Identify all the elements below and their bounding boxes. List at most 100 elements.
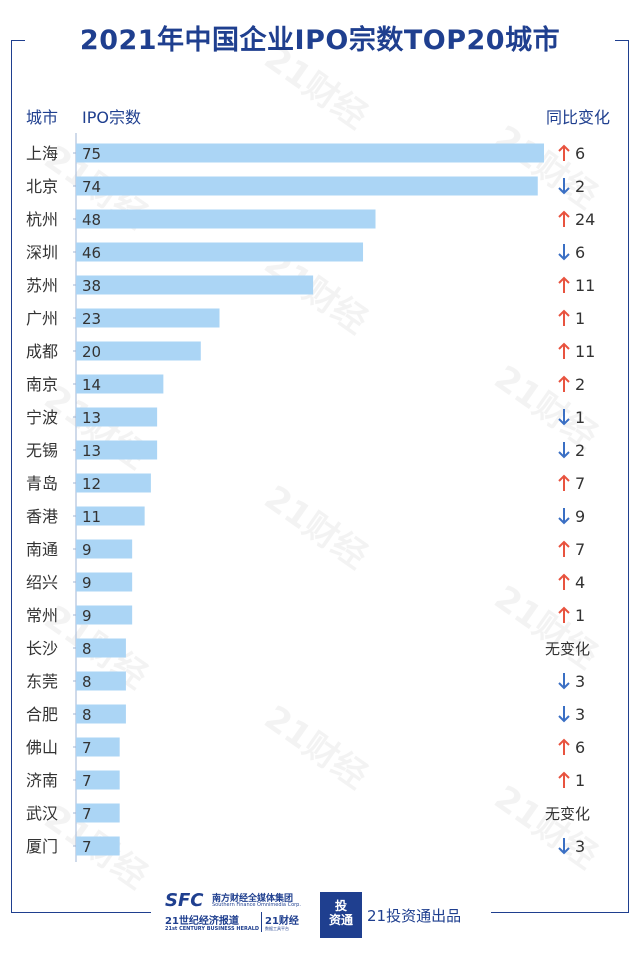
city-label: 南通 (26, 540, 58, 559)
frame-corner-right (615, 40, 629, 41)
bar-value-label: 7 (82, 772, 92, 790)
city-label: 常州 (26, 606, 58, 625)
change-value-label: 6 (575, 738, 585, 757)
bar-value-label: 23 (82, 310, 101, 328)
city-label: 上海 (26, 144, 58, 163)
city-label: 宁波 (26, 408, 58, 427)
change-value-label: 2 (575, 441, 585, 460)
city-label: 深圳 (26, 243, 58, 262)
sfc-logo: SFC 南方财经全媒体集团 Southern Finance Omnimedia… (165, 890, 317, 938)
bar-value-label: 9 (82, 607, 92, 625)
bar (76, 605, 133, 625)
city-column-header: 城市 (26, 108, 59, 127)
bar-value-label: 11 (82, 508, 101, 526)
city-label: 苏州 (26, 276, 58, 295)
change-value-label: 3 (575, 837, 585, 856)
up-arrow-icon (558, 540, 570, 557)
change-label: 无变化 (545, 805, 590, 823)
bar-value-label: 8 (82, 673, 92, 691)
bar-value-label: 7 (82, 805, 92, 823)
up-arrow-icon (558, 738, 570, 755)
bar (76, 671, 126, 691)
change-column-header: 同比变化 (546, 108, 611, 127)
bar (76, 836, 120, 856)
city-label: 绍兴 (26, 573, 58, 592)
bar (76, 275, 314, 295)
change-value-label: 1 (575, 309, 585, 328)
down-arrow-icon (558, 673, 570, 690)
city-label: 香港 (26, 507, 58, 526)
bar (76, 209, 376, 229)
change-value-label: 1 (575, 606, 585, 625)
bar-value-label: 38 (82, 277, 101, 295)
change-value-label: 2 (575, 375, 585, 394)
bar-value-label: 74 (82, 178, 101, 196)
bar-value-label: 20 (82, 343, 101, 361)
herald-logo-en: 21st CENTURY BUSINESS HERALD (165, 926, 260, 932)
change-value-label: 24 (575, 210, 595, 229)
bar (76, 473, 151, 493)
up-arrow-icon (558, 309, 570, 326)
up-arrow-icon (558, 210, 570, 227)
city-label: 合肥 (26, 705, 58, 724)
bar (76, 407, 158, 427)
sfc-logo-en: Southern Finance Omnimedia Corp. (212, 902, 301, 908)
down-arrow-icon (558, 244, 570, 261)
bar (76, 341, 201, 361)
change-value-label: 1 (575, 408, 585, 427)
change-value-label: 9 (575, 507, 585, 526)
up-arrow-icon (558, 375, 570, 392)
change-value-label: 3 (575, 672, 585, 691)
city-label: 佛山 (26, 738, 58, 757)
up-arrow-icon (558, 144, 570, 161)
change-value-label: 6 (575, 243, 585, 262)
bar (76, 737, 120, 757)
bar (76, 374, 164, 394)
ipo-column-header: IPO宗数 (82, 108, 141, 127)
city-label: 长沙 (26, 639, 58, 658)
up-arrow-icon (558, 276, 570, 293)
down-arrow-icon (558, 409, 570, 426)
down-arrow-icon (558, 178, 570, 195)
bar-value-label: 75 (82, 145, 101, 163)
city-label: 杭州 (26, 210, 58, 229)
change-value-label: 4 (575, 573, 585, 592)
bar-value-label: 13 (82, 409, 101, 427)
down-arrow-icon (558, 508, 570, 525)
bar (76, 440, 158, 460)
frame-corner-left (11, 40, 25, 41)
city-label: 广州 (26, 309, 58, 328)
cj21-logo: 21财经 (265, 916, 299, 927)
change-value-label: 6 (575, 144, 585, 163)
bar-value-label: 14 (82, 376, 101, 394)
change-value-label: 11 (575, 276, 595, 295)
city-label: 武汉 (26, 804, 58, 823)
badge-text-bottom: 资通 (328, 913, 353, 927)
bar (76, 704, 126, 724)
city-label: 无锡 (26, 441, 58, 460)
up-arrow-icon (558, 771, 570, 788)
bar-value-label: 13 (82, 442, 101, 460)
change-value-label: 7 (575, 540, 585, 559)
bar-value-label: 8 (82, 706, 92, 724)
bar-value-label: 48 (82, 211, 101, 229)
bar (76, 242, 364, 262)
change-value-label: 7 (575, 474, 585, 493)
city-label: 成都 (26, 342, 58, 361)
bar (76, 770, 120, 790)
cj21-logo-sub: 数据工具平台 (265, 926, 289, 931)
bar-value-label: 46 (82, 244, 101, 262)
herald-logo-cn: 21世纪经济报道 (165, 916, 239, 927)
city-label: 厦门 (26, 837, 58, 856)
city-label: 青岛 (26, 474, 58, 493)
bar (76, 176, 538, 196)
up-arrow-icon (558, 474, 570, 491)
bar (76, 572, 133, 592)
touzitong-badge: 投 资通 (320, 892, 362, 938)
badge-text-top: 投 (334, 899, 347, 913)
change-value-label: 1 (575, 771, 585, 790)
bar-value-label: 8 (82, 640, 92, 658)
sfc-logo-cn: 南方财经全媒体集团 (212, 894, 294, 904)
bar (76, 308, 220, 328)
